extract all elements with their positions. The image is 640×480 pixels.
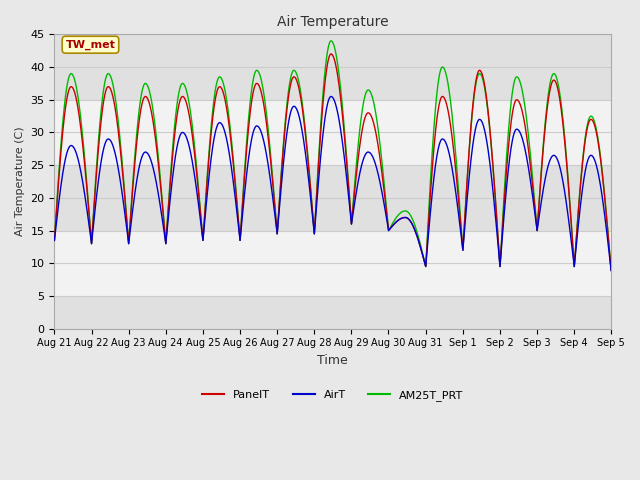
Bar <box>54 165 611 230</box>
Bar <box>54 35 611 100</box>
X-axis label: Time: Time <box>317 354 348 367</box>
Text: TW_met: TW_met <box>65 39 115 50</box>
Bar <box>54 100 611 165</box>
Legend: PanelT, AirT, AM25T_PRT: PanelT, AirT, AM25T_PRT <box>198 386 468 406</box>
Y-axis label: Air Temperature (C): Air Temperature (C) <box>15 127 25 236</box>
Bar <box>54 296 611 329</box>
Title: Air Temperature: Air Temperature <box>277 15 388 29</box>
Bar <box>54 230 611 296</box>
